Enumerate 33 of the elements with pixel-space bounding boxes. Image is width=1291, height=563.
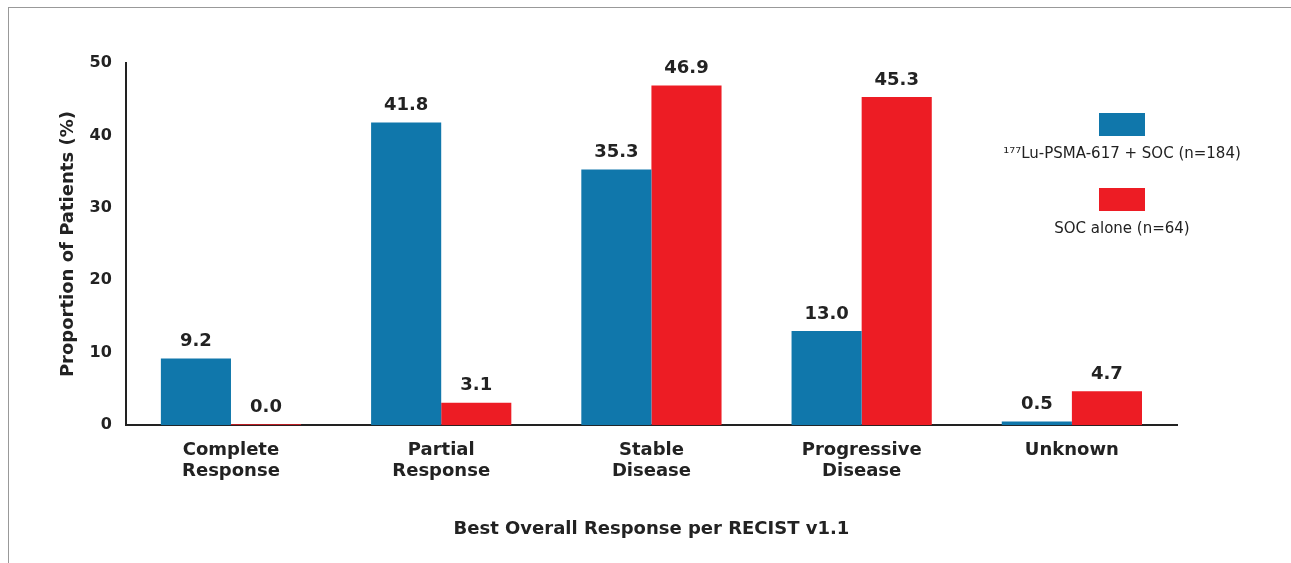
legend-label: ¹⁷⁷Lu-PSMA-617 + SOC (n=184): [1003, 144, 1241, 162]
data-label: 46.9: [664, 56, 709, 78]
data-label: 3.1: [460, 373, 493, 395]
x-tick-label: Progressive Disease: [801, 437, 922, 481]
data-label: 9.2: [179, 329, 212, 351]
y-tick-label: 20: [89, 269, 112, 289]
data-label: 0.0: [250, 394, 282, 416]
data-label: 45.3: [874, 67, 919, 89]
x-axis-title: Best Overall Response per RECIST v1.1: [453, 516, 850, 538]
y-tick-label: 40: [89, 124, 112, 144]
x-tick-label: Partial Response: [392, 437, 491, 481]
data-label: 13.0: [804, 301, 849, 323]
bar: [651, 85, 722, 426]
bar: [371, 122, 442, 426]
data-label: 0.5: [1020, 392, 1053, 414]
y-tick-label: 30: [89, 197, 112, 217]
y-tick-label: 10: [89, 341, 112, 361]
bar: [791, 331, 862, 426]
legend-label: SOC alone (n=64): [1054, 219, 1190, 237]
data-label: 41.8: [383, 93, 429, 115]
bar: [160, 358, 231, 426]
data-label: 4.7: [1091, 361, 1123, 383]
bar: [861, 97, 932, 426]
x-tick-label: Stable Disease: [611, 437, 691, 481]
bar: [581, 169, 652, 426]
bar: [441, 402, 512, 426]
data-label: 35.3: [594, 140, 639, 162]
y-axis-title: Proportion of Patients (%): [56, 111, 78, 378]
x-tick-label: Unknown: [1024, 437, 1119, 459]
y-tick-label: 0: [100, 414, 112, 434]
x-tick-label: Complete Response: [182, 437, 280, 481]
y-tick-label: 50: [89, 52, 112, 72]
bar: [1071, 391, 1142, 426]
